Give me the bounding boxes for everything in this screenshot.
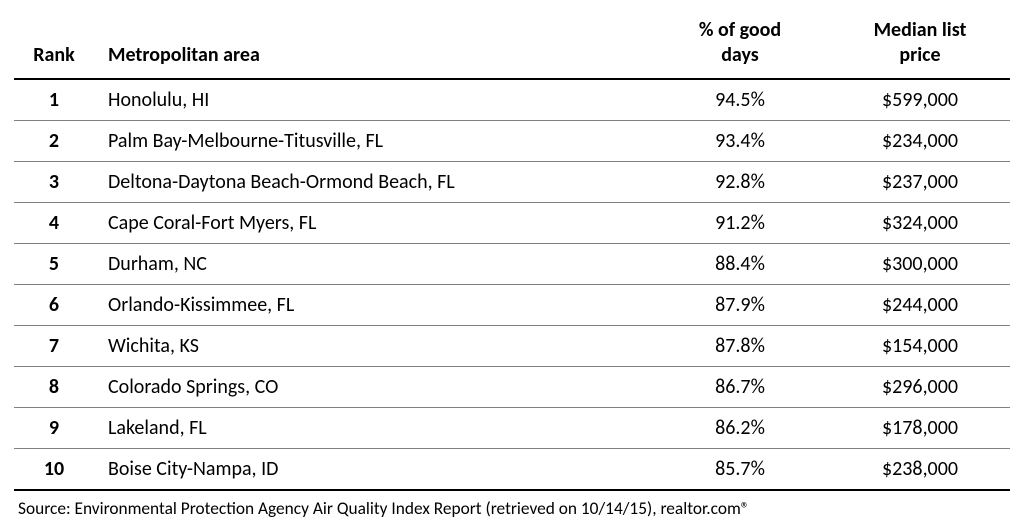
cell-pct: 86.2% xyxy=(650,408,830,449)
header-price-line1: Median list xyxy=(874,18,967,42)
cell-metro: Wichita, KS xyxy=(94,326,650,367)
table-row: 5Durham, NC88.4%$300,000 xyxy=(14,244,1010,285)
cell-rank: 5 xyxy=(14,244,94,285)
header-rank: Rank xyxy=(14,10,94,79)
cell-price: $154,000 xyxy=(830,326,1010,367)
cell-rank: 7 xyxy=(14,326,94,367)
cell-pct: 94.5% xyxy=(650,79,830,121)
cell-metro: Colorado Springs, CO xyxy=(94,367,650,408)
cell-rank: 2 xyxy=(14,121,94,162)
air-quality-table: Rank Metropolitan area % of good days Me… xyxy=(14,10,1010,491)
cell-price: $324,000 xyxy=(830,203,1010,244)
header-pct-line1: % of good xyxy=(699,18,781,42)
cell-price: $244,000 xyxy=(830,285,1010,326)
table-row: 8Colorado Springs, CO86.7%$296,000 xyxy=(14,367,1010,408)
table-row: 3Deltona-Daytona Beach-Ormond Beach, FL9… xyxy=(14,162,1010,203)
cell-rank: 6 xyxy=(14,285,94,326)
cell-metro: Orlando-Kissimmee, FL xyxy=(94,285,650,326)
cell-metro: Cape Coral-Fort Myers, FL xyxy=(94,203,650,244)
table-row: 4Cape Coral-Fort Myers, FL91.2%$324,000 xyxy=(14,203,1010,244)
header-pct: % of good days xyxy=(650,10,830,79)
header-price: Median list price xyxy=(830,10,1010,79)
cell-price: $300,000 xyxy=(830,244,1010,285)
header-metro: Metropolitan area xyxy=(94,10,650,79)
cell-rank: 3 xyxy=(14,162,94,203)
cell-metro: Lakeland, FL xyxy=(94,408,650,449)
cell-pct: 93.4% xyxy=(650,121,830,162)
cell-pct: 92.8% xyxy=(650,162,830,203)
header-row: Rank Metropolitan area % of good days Me… xyxy=(14,10,1010,79)
cell-price: $178,000 xyxy=(830,408,1010,449)
table-row: 1Honolulu, HI94.5%$599,000 xyxy=(14,79,1010,121)
header-price-line2: price xyxy=(899,43,940,67)
cell-rank: 1 xyxy=(14,79,94,121)
cell-pct: 86.7% xyxy=(650,367,830,408)
cell-rank: 10 xyxy=(14,449,94,491)
cell-rank: 8 xyxy=(14,367,94,408)
cell-metro: Durham, NC xyxy=(94,244,650,285)
table-body: 1Honolulu, HI94.5%$599,000 2Palm Bay-Mel… xyxy=(14,79,1010,490)
cell-price: $296,000 xyxy=(830,367,1010,408)
cell-metro: Boise City-Nampa, ID xyxy=(94,449,650,491)
cell-price: $599,000 xyxy=(830,79,1010,121)
cell-pct: 91.2% xyxy=(650,203,830,244)
cell-rank: 9 xyxy=(14,408,94,449)
header-pct-line2: days xyxy=(721,43,759,67)
table-row: 2Palm Bay-Melbourne-Titusville, FL93.4%$… xyxy=(14,121,1010,162)
table-row: 7Wichita, KS87.8%$154,000 xyxy=(14,326,1010,367)
cell-metro: Honolulu, HI xyxy=(94,79,650,121)
cell-metro: Palm Bay-Melbourne-Titusville, FL xyxy=(94,121,650,162)
cell-price: $237,000 xyxy=(830,162,1010,203)
cell-price: $238,000 xyxy=(830,449,1010,491)
table-row: 6Orlando-Kissimmee, FL87.9%$244,000 xyxy=(14,285,1010,326)
table-row: 9Lakeland, FL86.2%$178,000 xyxy=(14,408,1010,449)
cell-pct: 88.4% xyxy=(650,244,830,285)
source-note: Source: Environmental Protection Agency … xyxy=(14,491,1010,519)
cell-pct: 87.9% xyxy=(650,285,830,326)
cell-pct: 87.8% xyxy=(650,326,830,367)
cell-metro: Deltona-Daytona Beach-Ormond Beach, FL xyxy=(94,162,650,203)
cell-rank: 4 xyxy=(14,203,94,244)
table-row: 10Boise City-Nampa, ID85.7%$238,000 xyxy=(14,449,1010,491)
cell-price: $234,000 xyxy=(830,121,1010,162)
cell-pct: 85.7% xyxy=(650,449,830,491)
